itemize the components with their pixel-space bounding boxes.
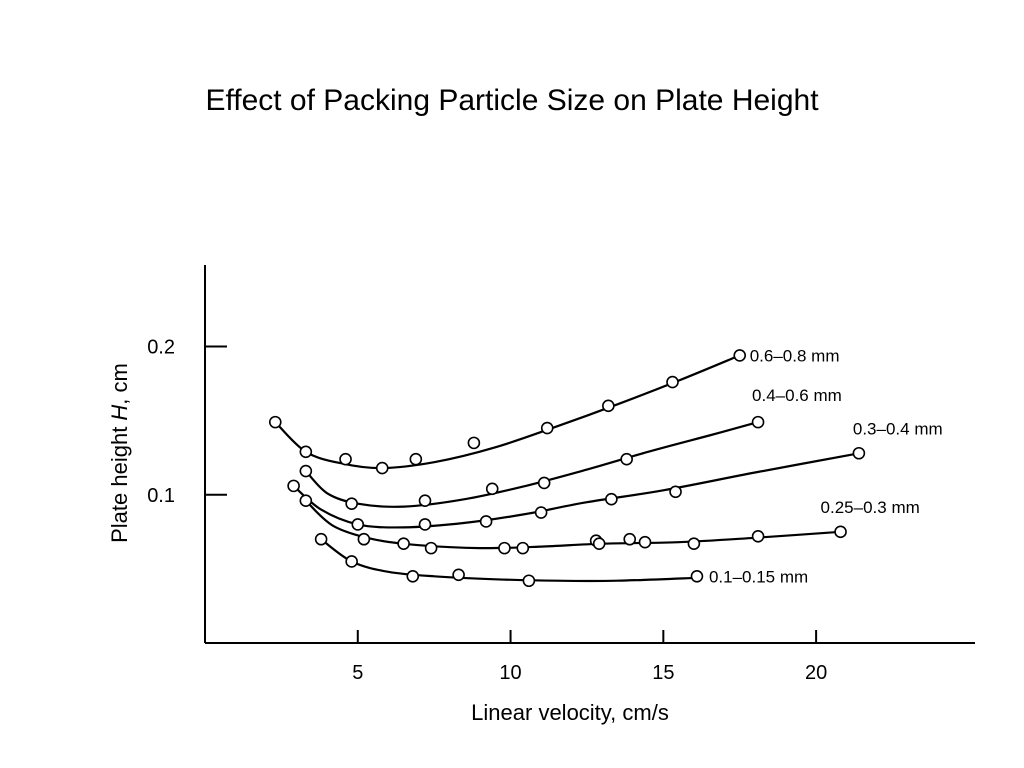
data-point-0-25-0-3-mm-11 [751,529,765,543]
data-point-0-3-0-4-mm-1 [351,518,365,531]
data-point-0-3-0-4-mm-3 [479,515,493,528]
data-point-0-25-0-3-mm-10 [687,537,701,550]
data-point-0-25-0-3-mm-8 [623,532,637,546]
x-axis-title: Linear velocity, cm/s [471,700,669,725]
data-point-0-1-0-15-mm-1 [345,555,358,568]
data-point-0-6-0-8-mm-3 [375,461,389,475]
series-label-0-1-0-15-mm: 0.1–0.15 mm [709,567,808,586]
data-point-0-6-0-8-mm-9 [733,349,747,362]
x-tick-label-5: 5 [352,662,363,684]
data-point-0-3-0-4-mm-5 [605,492,618,506]
data-point-0-3-0-4-mm-6 [669,485,682,499]
x-tick-label-20: 20 [805,662,827,684]
series-labels: 0.6–0.8 mm 0.4–0.6 mm 0.3–0.4 mm 0.25–0.3 m… [709,346,943,586]
x-tick-label-10: 10 [499,662,521,684]
data-point-0-3-0-4-mm-7 [852,446,866,460]
data-point-0-25-0-3-mm-0 [299,494,313,507]
data-point-0-1-0-15-mm-2 [406,569,420,583]
series-label-0-6-0-8-mm: 0.6–0.8 mm [750,346,840,365]
data-point-0-25-0-3-mm-2 [397,537,410,550]
data-point-0-25-0-3-mm-12 [834,525,847,539]
data-point-0-1-0-15-mm-4 [522,574,536,588]
series-label-0-25-0-3-mm: 0.25–0.3 mm [821,498,920,517]
data-point-0-6-0-8-mm-5 [467,436,481,450]
data-point-0-3-0-4-mm-0 [287,479,300,493]
series-label-0-4-0-6-mm: 0.4–0.6 mm [752,386,842,405]
y-tick-label-0.1: 0.1 [147,485,175,507]
data-point-0-6-0-8-mm-8 [666,375,679,389]
axes [204,265,975,644]
data-point-0-6-0-8-mm-4 [409,452,423,466]
data-point-0-25-0-3-mm-5 [516,541,530,555]
series-markers [268,349,866,588]
data-point-0-4-0-6-mm-1 [345,497,358,510]
y-axis-title: Plate height H, cm [107,363,132,543]
data-point-0-3-0-4-mm-4 [534,506,548,519]
series-line-0-6-0-8-mm [274,354,741,470]
data-point-0-6-0-8-mm-1 [299,445,313,459]
data-point-0-6-0-8-mm-6 [540,421,554,435]
data-point-0-1-0-15-mm-0 [314,532,328,546]
y-axis-title-symbol: H [107,405,132,421]
data-point-0-4-0-6-mm-0 [299,464,313,478]
data-point-0-6-0-8-mm-0 [268,415,282,429]
data-point-0-25-0-3-mm-9 [638,535,652,549]
y-axis-title-prefix: Plate height [107,421,132,543]
series-label-0-3-0-4-mm: 0.3–0.4 mm [853,419,943,438]
data-point-0-4-0-6-mm-4 [537,476,551,490]
data-point-0-4-0-6-mm-5 [620,452,633,466]
axis-ticks: 5 10 15 20 0.1 0.2 [147,337,827,684]
data-point-0-25-0-3-mm-3 [424,541,438,555]
data-point-0-4-0-6-mm-3 [485,482,499,496]
y-axis-title-suffix: , cm [107,363,132,405]
data-point-0-25-0-3-mm-4 [498,541,511,555]
data-point-0-25-0-3-mm-7 [592,537,606,550]
data-point-0-6-0-8-mm-2 [339,452,352,466]
data-point-0-4-0-6-mm-6 [751,415,765,429]
y-tick-label-0.2: 0.2 [147,337,175,359]
data-point-0-3-0-4-mm-2 [418,518,432,531]
series-line-0-3-0-4-mm [292,452,860,529]
data-point-0-4-0-6-mm-2 [418,494,432,507]
data-point-0-1-0-15-mm-5 [690,569,704,583]
data-point-0-6-0-8-mm-7 [602,399,615,413]
x-tick-label-15: 15 [652,662,674,684]
slide-title: Effect of Packing Particle Size on Plate… [205,84,819,117]
data-point-0-1-0-15-mm-3 [452,568,465,582]
data-point-0-25-0-3-mm-1 [357,532,371,546]
